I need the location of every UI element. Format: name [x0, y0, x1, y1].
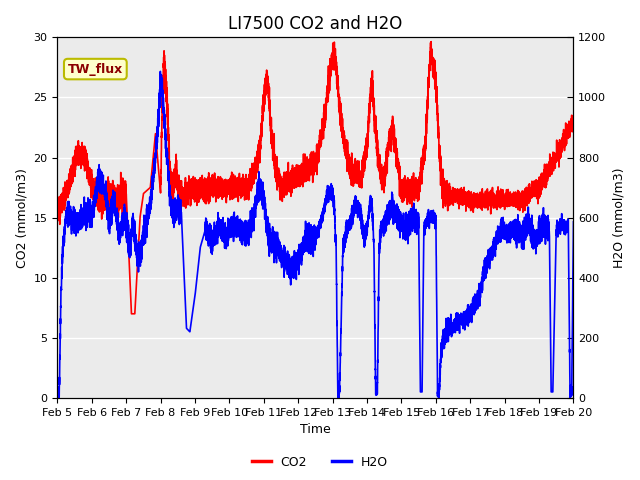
Y-axis label: H2O (mmol/m3): H2O (mmol/m3) [612, 168, 625, 268]
Title: LI7500 CO2 and H2O: LI7500 CO2 and H2O [228, 15, 403, 33]
Text: TW_flux: TW_flux [68, 62, 123, 75]
Y-axis label: CO2 (mmol/m3): CO2 (mmol/m3) [15, 168, 28, 267]
Legend: CO2, H2O: CO2, H2O [247, 451, 393, 474]
X-axis label: Time: Time [300, 423, 331, 436]
